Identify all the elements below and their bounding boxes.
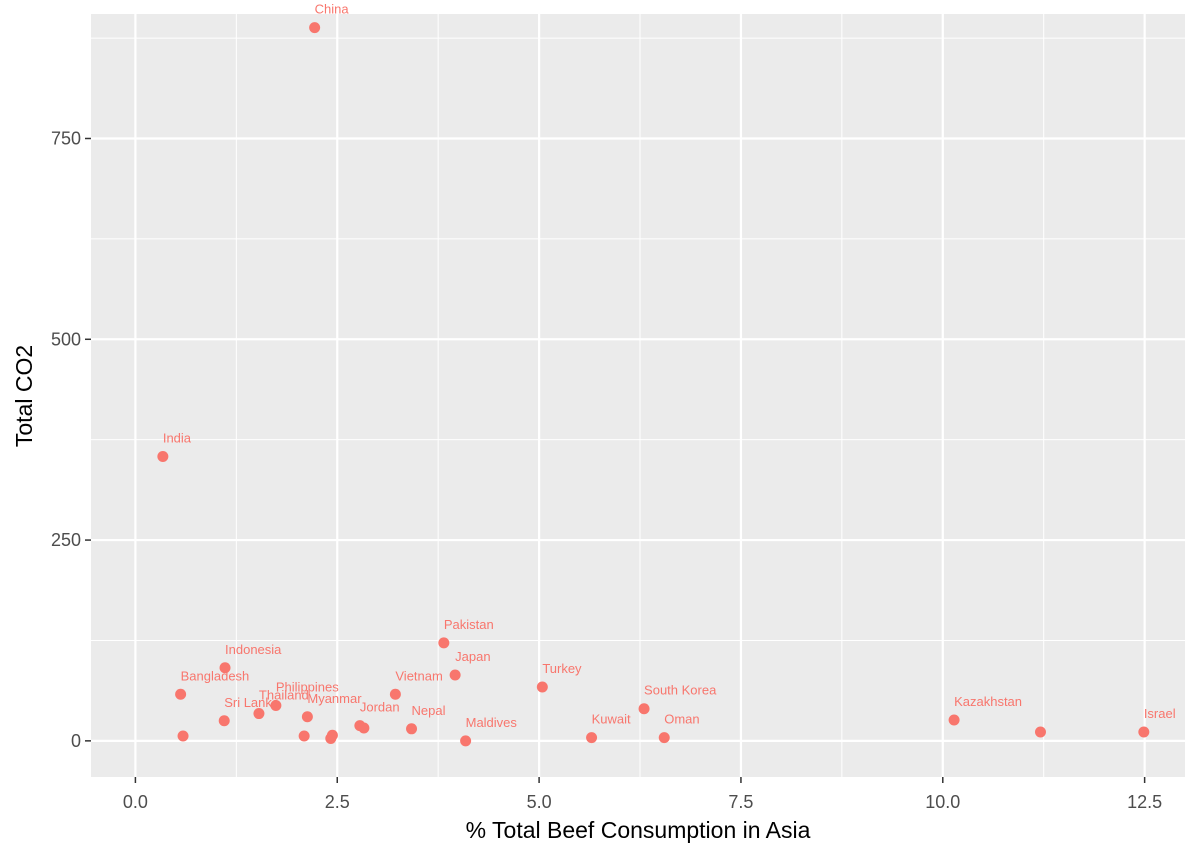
data-point: [358, 722, 370, 734]
minor-gridlines: [91, 14, 1185, 777]
data-point: [309, 22, 321, 34]
data-point: [536, 681, 548, 693]
y-tick-label: 750: [51, 128, 81, 148]
x-tick-label: 0.0: [123, 792, 148, 812]
data-point: [301, 711, 313, 723]
point-label: Sri Lanka: [224, 695, 280, 710]
data-point: [325, 732, 337, 744]
major-gridlines: [91, 14, 1185, 777]
point-label: Pakistan: [444, 617, 494, 632]
data-point: [449, 669, 461, 681]
data-point: [460, 735, 472, 747]
y-axis: 0 250 500 750: [51, 128, 91, 751]
data-point: [253, 708, 265, 720]
data-point: [177, 730, 189, 742]
data-point: [270, 700, 282, 712]
point-label: Myanmar: [307, 691, 362, 706]
data-points: [157, 22, 1150, 747]
x-axis-title: % Total Beef Consumption in Asia: [466, 817, 811, 843]
point-label: Jordan: [360, 700, 400, 715]
point-label: China: [315, 2, 350, 17]
point-label: Indonesia: [225, 642, 282, 657]
data-point: [218, 715, 230, 727]
point-label: Kazakhstan: [954, 694, 1022, 709]
data-point: [948, 714, 960, 726]
point-label: India: [163, 431, 192, 446]
y-tick-label: 250: [51, 530, 81, 550]
x-axis: 0.0 2.5 5.0 7.5 10.0 12.5: [123, 777, 1162, 812]
x-tick-label: 5.0: [527, 792, 552, 812]
point-label: Thailand: [259, 688, 309, 703]
point-label: Nepal: [412, 703, 446, 718]
data-point: [175, 688, 187, 700]
data-point: [219, 662, 231, 674]
x-tick-label: 7.5: [728, 792, 753, 812]
point-label: Japan: [455, 649, 490, 664]
point-label: Maldives: [466, 715, 518, 730]
data-point: [389, 688, 401, 700]
data-point: [586, 732, 598, 744]
y-tick-label: 0: [71, 731, 81, 751]
point-label: Israel: [1144, 706, 1176, 721]
plot-panel: [91, 14, 1185, 777]
x-tick-label: 2.5: [325, 792, 350, 812]
point-labels: China India Pakistan Indonesia Japan Turkey Ba…: [163, 2, 1176, 730]
data-point: [406, 723, 418, 735]
point-label: Turkey: [542, 661, 582, 676]
data-point: [298, 730, 310, 742]
data-point: [1034, 726, 1046, 738]
y-tick-label: 500: [51, 329, 81, 349]
y-axis-title: Total CO2: [11, 345, 37, 447]
data-point: [658, 732, 670, 744]
point-label: South Korea: [644, 683, 717, 698]
data-point: [638, 703, 650, 715]
point-label: Bangladesh: [181, 668, 250, 683]
data-point: [1138, 726, 1150, 738]
x-tick-label: 12.5: [1127, 792, 1162, 812]
x-tick-label: 10.0: [925, 792, 960, 812]
point-label: Kuwait: [592, 712, 631, 727]
data-point: [438, 637, 450, 649]
point-label: Philippines: [276, 680, 339, 695]
point-label: Oman: [664, 712, 699, 727]
point-label: Vietnam: [395, 668, 442, 683]
data-point: [157, 451, 169, 463]
